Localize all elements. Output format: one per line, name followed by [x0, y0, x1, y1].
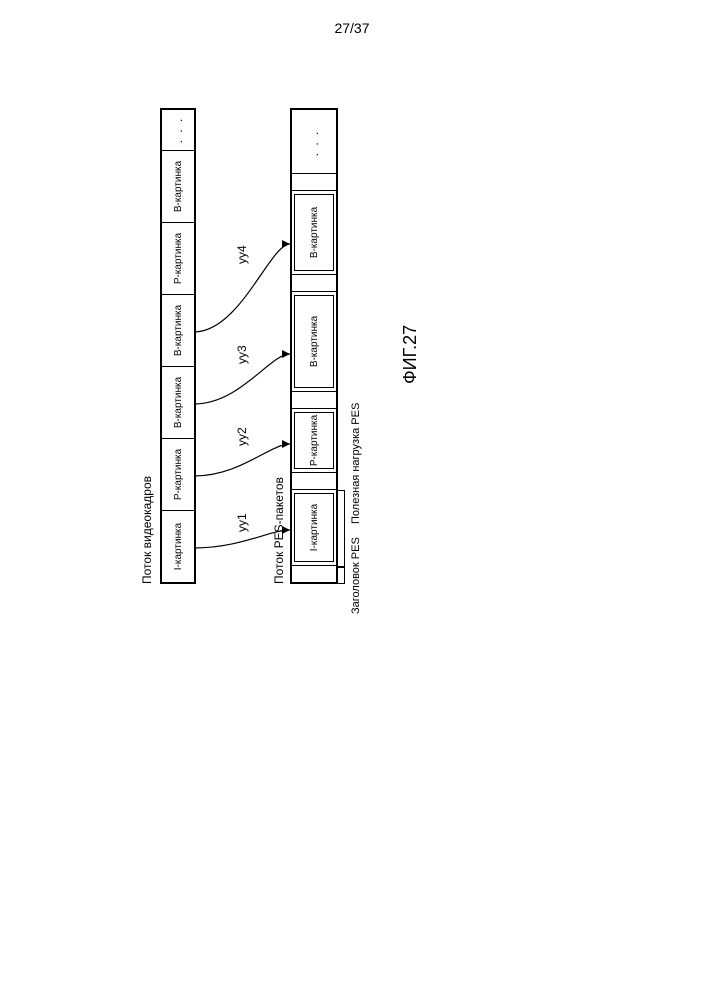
- video-cell-i: I-картинка: [162, 510, 194, 582]
- bracket-header: [338, 566, 345, 584]
- diagram-rotated-container: Поток видеокадров I-картинка P-картинка …: [0, 0, 704, 704]
- pes-payload-1-inner: P-картинка: [294, 412, 334, 469]
- video-cell-p2: P-картинка: [162, 222, 194, 294]
- video-frame-row: I-картинка P-картинка B-картинка B-карти…: [160, 108, 196, 584]
- video-stream-label: Поток видеокадров: [140, 476, 154, 584]
- video-cell-b2: B-картинка: [162, 294, 194, 366]
- video-cell-p1: P-картинка: [162, 438, 194, 510]
- pes-header-1: [292, 472, 336, 489]
- arrow-label-yy2: yy2: [235, 427, 249, 446]
- arrow-label-yy3: yy3: [235, 345, 249, 364]
- pes-payload-2: B-картинка: [292, 291, 336, 391]
- pes-header-3: [292, 274, 336, 291]
- pes-header-0: [292, 565, 336, 582]
- pes-stream-label: Поток PES-пакетов: [272, 477, 286, 584]
- pes-header-4: [292, 173, 336, 190]
- bracket-payload: [338, 490, 345, 568]
- pes-payload-1: P-картинка: [292, 408, 336, 472]
- pes-ellipsis: . . .: [292, 113, 336, 173]
- pes-payload-0-inner: I-картинка: [294, 493, 334, 562]
- pes-payload-3-inner: B-картинка: [294, 194, 334, 271]
- video-cell-b3: B-картинка: [162, 150, 194, 222]
- arrow-label-yy1: yy1: [235, 513, 249, 532]
- video-ellipsis: . . .: [162, 110, 194, 150]
- pes-payload-caption: Полезная нагрузка PES: [350, 403, 362, 524]
- arrow-label-yy4: yy4: [235, 245, 249, 264]
- figure-label: ФИГ.27: [400, 325, 421, 384]
- video-cell-b1: B-картинка: [162, 366, 194, 438]
- pes-header-2: [292, 391, 336, 408]
- pes-payload-0: I-картинка: [292, 489, 336, 565]
- pes-payload-2-inner: B-картинка: [294, 295, 334, 388]
- pes-packet-row: I-картинка P-картинка B-картинка B-карти…: [290, 108, 338, 584]
- diagram-content: Поток видеокадров I-картинка P-картинка …: [140, 0, 500, 584]
- pes-header-caption: Заголовок PES: [350, 537, 362, 614]
- pes-payload-3: B-картинка: [292, 190, 336, 274]
